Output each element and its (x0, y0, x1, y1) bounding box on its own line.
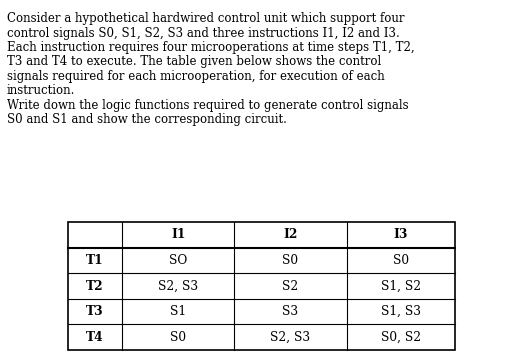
Text: S1, S2: S1, S2 (381, 279, 421, 293)
Text: S1, S3: S1, S3 (381, 305, 421, 318)
Text: T2: T2 (86, 279, 104, 293)
Text: instruction.: instruction. (7, 84, 75, 98)
Text: T3 and T4 to execute. The table given below shows the control: T3 and T4 to execute. The table given be… (7, 55, 381, 69)
Text: signals required for each microoperation, for execution of each: signals required for each microoperation… (7, 70, 385, 83)
Text: S2, S3: S2, S3 (270, 331, 311, 344)
Text: S0: S0 (170, 331, 186, 344)
Text: I2: I2 (283, 228, 298, 241)
Text: I3: I3 (394, 228, 408, 241)
Text: S2, S3: S2, S3 (158, 279, 198, 293)
Text: control signals S0, S1, S2, S3 and three instructions I1, I2 and I3.: control signals S0, S1, S2, S3 and three… (7, 27, 400, 39)
Text: Write down the logic functions required to generate control signals: Write down the logic functions required … (7, 99, 408, 112)
Text: I1: I1 (171, 228, 186, 241)
Text: T4: T4 (86, 331, 104, 344)
Text: S0: S0 (282, 254, 299, 267)
Text: Consider a hypothetical hardwired control unit which support four: Consider a hypothetical hardwired contro… (7, 12, 404, 25)
Bar (68, 222, 455, 350)
Text: T1: T1 (86, 254, 104, 267)
Text: SO: SO (169, 254, 187, 267)
Text: S0, S2: S0, S2 (381, 331, 421, 344)
Text: S3: S3 (282, 305, 299, 318)
Text: S2: S2 (282, 279, 299, 293)
Text: S0 and S1 and show the corresponding circuit.: S0 and S1 and show the corresponding cir… (7, 114, 287, 126)
Text: Each instruction requires four microoperations at time steps T1, T2,: Each instruction requires four microoper… (7, 41, 415, 54)
Text: T3: T3 (86, 305, 104, 318)
Text: S1: S1 (170, 305, 186, 318)
Text: S0: S0 (393, 254, 409, 267)
